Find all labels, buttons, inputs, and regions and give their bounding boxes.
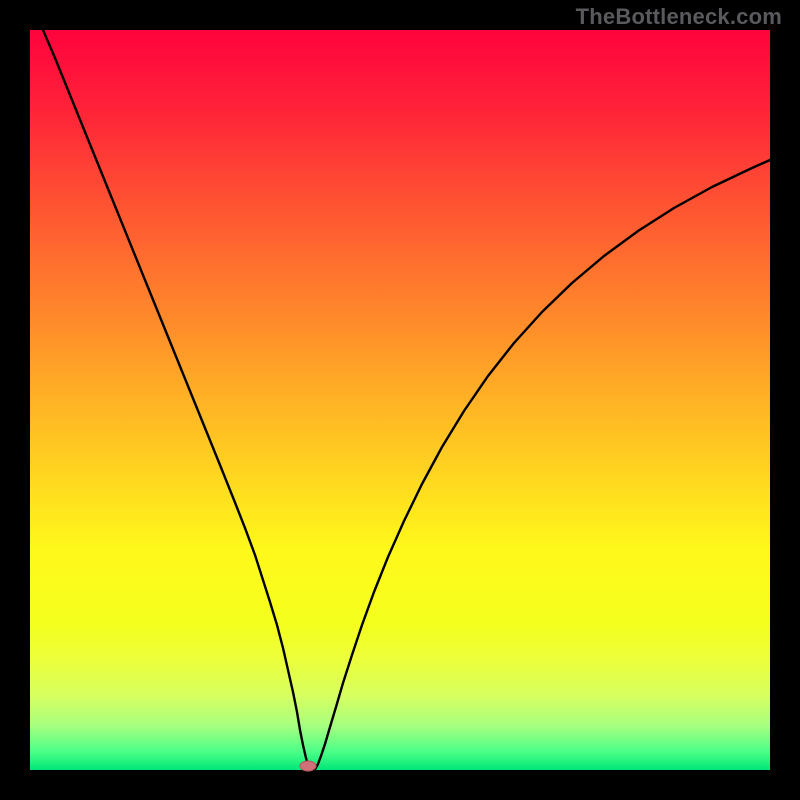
watermark-text: TheBottleneck.com: [576, 4, 782, 30]
plot-background: [30, 30, 770, 770]
minimum-marker: [300, 761, 316, 771]
gradient-v-curve-chart: [0, 0, 800, 800]
